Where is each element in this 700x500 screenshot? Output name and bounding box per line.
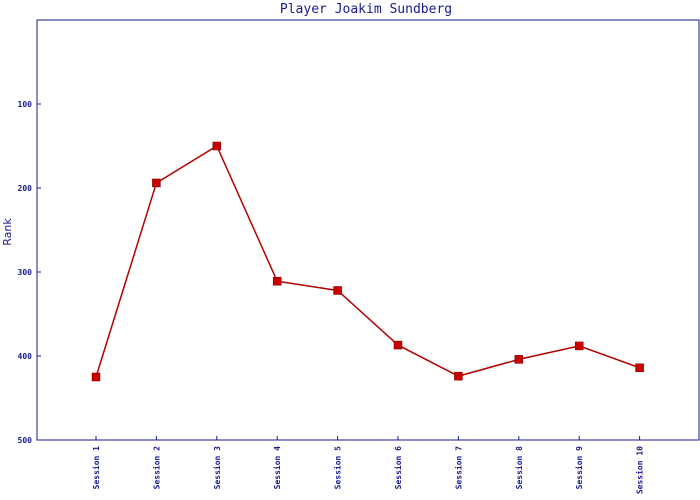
x-tick-label: Session 8: [514, 446, 524, 490]
series-line: [95, 144, 640, 378]
x-tick-label: Session 6: [393, 446, 403, 490]
y-tick-label: 100: [18, 100, 33, 109]
plot-area-frame: [36, 19, 700, 441]
chart-title: Player Joakim Sundberg: [280, 2, 452, 17]
data-point-marker: [212, 141, 222, 151]
y-tick-label: 200: [18, 184, 33, 193]
data-point-marker: [152, 178, 161, 188]
y-tick-label: 500: [18, 436, 33, 445]
x-tick-label: Session 5: [333, 446, 343, 490]
x-tick-label: Session 10: [635, 446, 645, 494]
y-tick-label: 300: [18, 268, 33, 277]
data-point-marker: [91, 372, 101, 382]
x-tick-label: Session 1: [91, 446, 101, 490]
data-point-marker: [454, 371, 463, 381]
data-point-marker: [272, 276, 282, 286]
y-tick-label: 400: [18, 352, 33, 361]
series-layer: [91, 141, 644, 382]
data-point-marker: [514, 355, 524, 364]
x-tick-label: Session 3: [212, 446, 222, 490]
x-tick-label: Session 7: [453, 446, 463, 490]
y-axis-ticks: 100 200 300 400 500: [18, 100, 41, 445]
x-tick-label: Session 2: [151, 446, 161, 490]
x-tick-label: Session 4: [272, 446, 282, 490]
x-axis-ticks: Session 1 Session 2 Session 3 Session 4 Sess…: [91, 436, 645, 494]
y-axis-label: Rank: [1, 218, 14, 246]
data-point-marker: [333, 286, 342, 295]
data-point-marker: [635, 363, 644, 373]
data-point-marker: [393, 340, 403, 350]
data-point-marker: [574, 341, 584, 351]
x-tick-label: Session 9: [574, 446, 584, 490]
